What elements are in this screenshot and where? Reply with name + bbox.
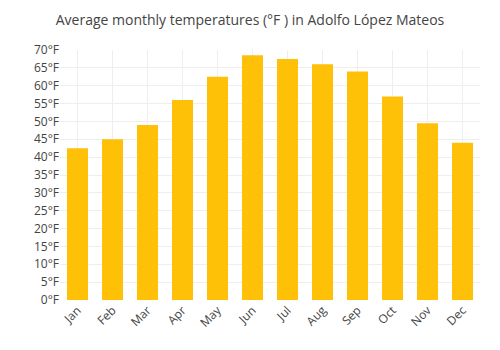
svg-text:Nov: Nov [407, 302, 435, 330]
svg-text:35°F: 35°F [34, 166, 59, 183]
svg-text:25°F: 25°F [34, 202, 59, 219]
svg-text:0°F: 0°F [41, 291, 59, 308]
svg-text:40°F: 40°F [34, 148, 59, 165]
svg-text:45°F: 45°F [34, 130, 59, 147]
svg-text:70°F: 70°F [34, 41, 59, 58]
svg-text:10°F: 10°F [34, 255, 59, 272]
svg-text:5°F: 5°F [41, 273, 59, 290]
svg-text:55°F: 55°F [34, 95, 59, 112]
svg-text:20°F: 20°F [34, 220, 59, 237]
svg-text:Aug: Aug [302, 302, 330, 330]
svg-text:Jul: Jul [272, 302, 294, 324]
svg-text:Average monthly temperatures (: Average monthly temperatures (°F ) in Ad… [56, 10, 445, 29]
svg-text:Jun: Jun [234, 302, 259, 327]
svg-text:Jan: Jan [60, 302, 85, 327]
svg-text:65°F: 65°F [34, 59, 59, 76]
svg-text:Oct: Oct [374, 302, 400, 328]
svg-text:Dec: Dec [443, 302, 470, 329]
svg-text:Sep: Sep [338, 302, 365, 329]
svg-text:Feb: Feb [93, 302, 119, 328]
svg-text:15°F: 15°F [34, 238, 59, 255]
svg-text:Mar: Mar [127, 302, 155, 330]
svg-text:60°F: 60°F [34, 77, 59, 94]
svg-text:Apr: Apr [164, 302, 190, 328]
svg-text:30°F: 30°F [34, 184, 59, 201]
svg-text:50°F: 50°F [34, 113, 59, 130]
svg-text:May: May [196, 301, 225, 330]
